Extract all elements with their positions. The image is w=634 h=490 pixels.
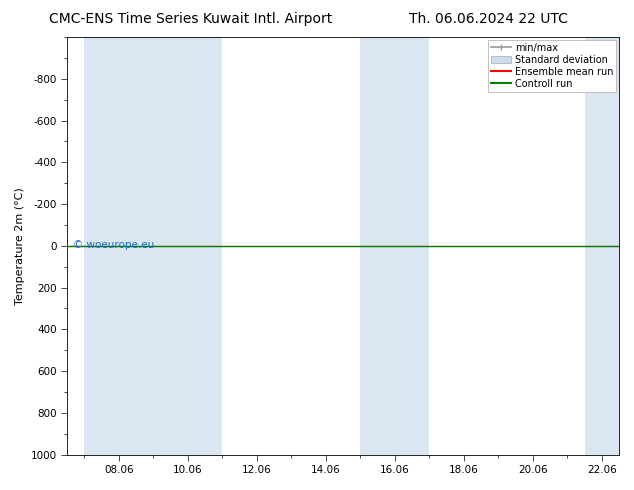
Y-axis label: Temperature 2m (°C): Temperature 2m (°C): [15, 187, 25, 305]
Legend: min/max, Standard deviation, Ensemble mean run, Controll run: min/max, Standard deviation, Ensemble me…: [488, 40, 616, 92]
Bar: [153, 37, 223, 455]
Text: CMC-ENS Time Series Kuwait Intl. Airport: CMC-ENS Time Series Kuwait Intl. Airport: [49, 12, 332, 26]
Bar: [360, 37, 429, 455]
Text: © woeurope.eu: © woeurope.eu: [73, 240, 154, 250]
Bar: [585, 37, 619, 455]
Bar: [84, 37, 153, 455]
Text: Th. 06.06.2024 22 UTC: Th. 06.06.2024 22 UTC: [409, 12, 567, 26]
